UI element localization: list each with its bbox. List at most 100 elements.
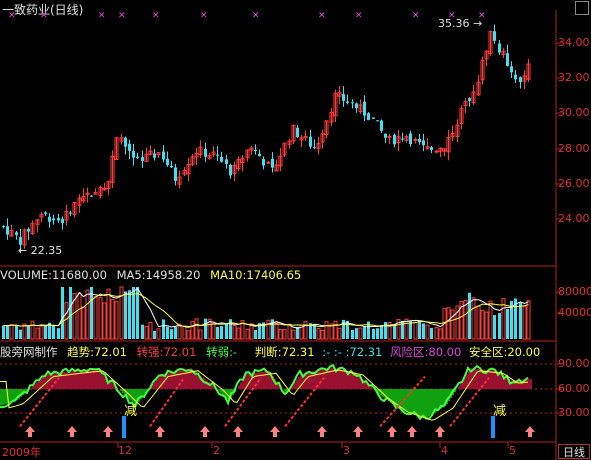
indicator-fill-red bbox=[188, 368, 190, 389]
reduce-marker: 减 bbox=[493, 404, 507, 419]
indicator-fill-red bbox=[276, 381, 278, 389]
volume-bar bbox=[77, 292, 82, 340]
candle-body bbox=[110, 156, 115, 183]
volume-bar bbox=[309, 323, 312, 339]
indicator-fill-red bbox=[198, 374, 200, 389]
volume-bar bbox=[114, 301, 119, 340]
x-marker: ✕ bbox=[8, 11, 16, 21]
indicator-fill-green bbox=[408, 389, 410, 413]
period-button[interactable]: 日线 bbox=[558, 444, 590, 459]
candle-body bbox=[333, 92, 338, 117]
indicator-red-dash bbox=[149, 378, 184, 427]
indicator-fill-red bbox=[312, 371, 314, 389]
candlestick-series bbox=[2, 24, 531, 254]
candle-body bbox=[393, 134, 396, 145]
candle-body bbox=[22, 229, 27, 246]
indicator-fill-red bbox=[170, 372, 172, 389]
candle-body bbox=[85, 192, 90, 196]
candle-body bbox=[316, 143, 321, 150]
x-marker: ✕ bbox=[40, 11, 48, 21]
volume-bar bbox=[459, 301, 464, 340]
indicator-fill-red bbox=[200, 375, 202, 389]
volume-bar bbox=[320, 329, 325, 340]
indicator-fill-green bbox=[448, 389, 450, 402]
indicator-fill-green bbox=[144, 389, 146, 395]
candle-body bbox=[438, 147, 443, 152]
volume-bar bbox=[156, 328, 161, 340]
indicator-fill-green bbox=[436, 389, 438, 412]
candle-body bbox=[177, 176, 182, 185]
indicator-fill-red bbox=[90, 368, 92, 389]
volume-bar bbox=[57, 328, 60, 339]
volume-bar bbox=[287, 323, 292, 340]
indicator-fill-red bbox=[36, 382, 38, 389]
indicator-fill-red bbox=[112, 383, 114, 389]
indicator-fill-red bbox=[40, 378, 42, 389]
reduce-marker: 减 bbox=[124, 404, 138, 419]
indicator-fill-green bbox=[432, 389, 434, 414]
indicator-fill-red bbox=[44, 374, 46, 389]
candle-body bbox=[232, 165, 237, 175]
window-control-button[interactable] bbox=[575, 1, 589, 15]
indicator-fill-red bbox=[96, 369, 98, 389]
candle-body bbox=[488, 31, 493, 54]
indicator-fill-red bbox=[94, 368, 96, 389]
indicator-fill-red bbox=[488, 370, 490, 389]
indicator-fill-green bbox=[384, 389, 386, 399]
candle-body bbox=[296, 127, 299, 138]
indicator-fill-red bbox=[300, 374, 302, 389]
x-marker: ✕ bbox=[152, 11, 160, 21]
indicator-fill-red bbox=[318, 370, 320, 389]
volume-bar bbox=[44, 325, 47, 339]
indicator-fill-red bbox=[182, 369, 184, 389]
x-label: 12 bbox=[118, 444, 132, 457]
candle-body bbox=[207, 155, 212, 159]
indicator-fill-red bbox=[50, 373, 52, 389]
x-marker: ✕ bbox=[200, 11, 208, 21]
indicator-fill-green bbox=[24, 389, 26, 394]
volume-bar bbox=[501, 298, 506, 340]
candle-body bbox=[245, 149, 250, 159]
candle-body bbox=[442, 148, 447, 152]
indicator-fill-red bbox=[202, 377, 204, 389]
indicator-fill-green bbox=[224, 389, 226, 398]
volume-bar bbox=[153, 330, 156, 339]
candle-body bbox=[220, 156, 223, 162]
indicator-fill-red bbox=[358, 375, 360, 389]
indicator-fill-green bbox=[428, 389, 430, 417]
candle-body bbox=[450, 132, 455, 137]
volume-bar bbox=[493, 315, 496, 339]
candle-body bbox=[425, 146, 430, 149]
indicator-fill-red bbox=[326, 368, 328, 389]
indicator-fill-red bbox=[172, 371, 174, 389]
volume-bar bbox=[363, 326, 366, 339]
indicator-yellow-line bbox=[0, 369, 529, 421]
volume-bar bbox=[177, 323, 182, 340]
candle-body bbox=[194, 153, 199, 158]
candle-body bbox=[303, 135, 308, 139]
y-tick-main: 24.00 bbox=[558, 212, 590, 225]
indicator-fill-red bbox=[500, 374, 502, 389]
x-marker: ✕ bbox=[252, 11, 260, 21]
candle-body bbox=[249, 147, 254, 151]
indicator-fill-red bbox=[502, 375, 504, 389]
up-arrow-icon bbox=[525, 426, 535, 437]
volume-bar bbox=[236, 327, 241, 340]
indicator-fill-red bbox=[490, 370, 492, 389]
indicator-fill-green bbox=[442, 389, 444, 408]
candle-body bbox=[136, 156, 139, 159]
volume-bar bbox=[119, 286, 124, 340]
indicator-fill-green bbox=[2, 389, 4, 406]
indicator-fill-red bbox=[184, 369, 186, 389]
candle-body bbox=[468, 98, 471, 101]
volume-bar bbox=[182, 325, 187, 340]
indicator-fill-green bbox=[130, 389, 132, 401]
candle-body bbox=[342, 94, 345, 101]
volume-bar bbox=[358, 327, 363, 340]
indicator-fill-red bbox=[86, 369, 88, 389]
candle-body bbox=[313, 147, 316, 149]
indicator-fill-red bbox=[372, 388, 374, 389]
signal-bar bbox=[122, 416, 126, 438]
x-marker: ✕ bbox=[98, 11, 106, 21]
volume-value: VOLUME:11680.00 bbox=[0, 268, 107, 282]
